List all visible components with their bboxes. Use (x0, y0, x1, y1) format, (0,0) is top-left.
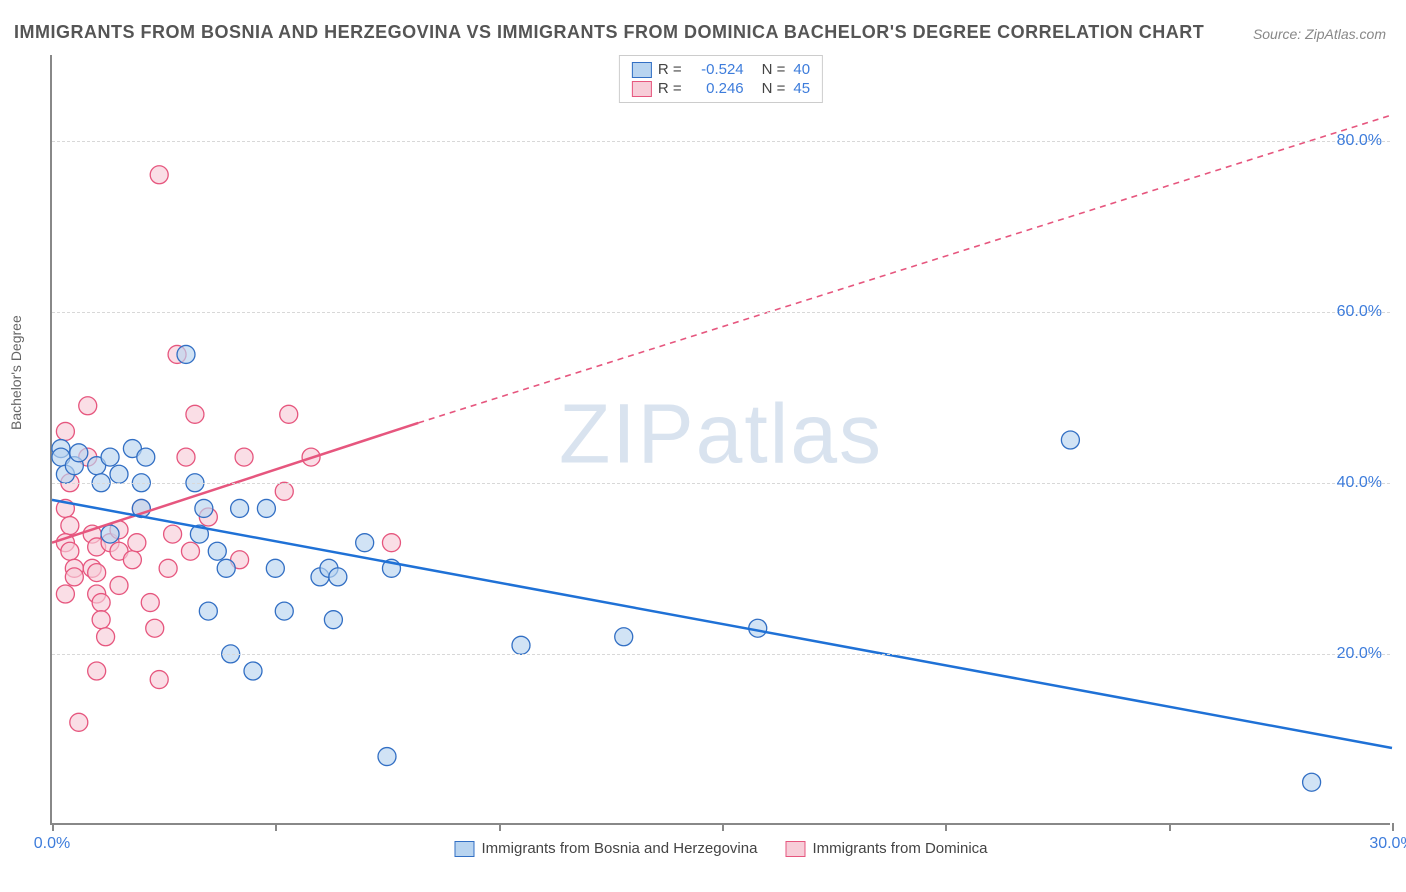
data-point (329, 568, 347, 586)
grid-line (52, 483, 1390, 484)
data-point (159, 559, 177, 577)
x-tick (722, 823, 724, 831)
y-tick-label: 60.0% (1337, 303, 1382, 321)
legend-series-label: Immigrants from Dominica (812, 840, 987, 857)
data-point (378, 748, 396, 766)
data-point (324, 611, 342, 629)
x-tick (275, 823, 277, 831)
data-point (208, 542, 226, 560)
trend-line (52, 500, 1392, 748)
y-tick-label: 20.0% (1337, 645, 1382, 663)
data-point (512, 636, 530, 654)
grid-line (52, 141, 1390, 142)
trend-line (418, 115, 1392, 423)
data-point (275, 482, 293, 500)
data-point (56, 585, 74, 603)
data-point (181, 542, 199, 560)
y-tick-label: 40.0% (1337, 474, 1382, 492)
x-tick-label: 0.0% (34, 835, 70, 853)
data-point (177, 448, 195, 466)
data-point (110, 465, 128, 483)
data-point (257, 499, 275, 517)
data-point (92, 611, 110, 629)
data-point (280, 405, 298, 423)
data-point (70, 713, 88, 731)
data-point (356, 534, 374, 552)
legend-series: Immigrants from Bosnia and Herzegovina Im… (454, 840, 987, 857)
data-point (235, 448, 253, 466)
x-tick (1392, 823, 1394, 831)
data-point (199, 602, 217, 620)
y-tick-label: 80.0% (1337, 132, 1382, 150)
plot-svg (52, 55, 1390, 823)
data-point (177, 345, 195, 363)
data-point (123, 551, 141, 569)
grid-line (52, 312, 1390, 313)
chart-plot-area: ZIPatlas R =-0.524N =40R =0.246N =45 Imm… (50, 55, 1390, 825)
legend-series-item: Immigrants from Bosnia and Herzegovina (454, 840, 757, 857)
data-point (65, 568, 83, 586)
data-point (61, 517, 79, 535)
data-point (1303, 773, 1321, 791)
data-point (137, 448, 155, 466)
data-point (615, 628, 633, 646)
data-point (382, 534, 400, 552)
data-point (150, 671, 168, 689)
data-point (88, 564, 106, 582)
x-tick (499, 823, 501, 831)
data-point (275, 602, 293, 620)
source-label: Source: ZipAtlas.com (1253, 26, 1386, 42)
data-point (141, 594, 159, 612)
data-point (186, 405, 204, 423)
y-axis-label: Bachelor's Degree (8, 315, 24, 430)
data-point (61, 542, 79, 560)
data-point (217, 559, 235, 577)
x-tick-label: 30.0% (1369, 835, 1406, 853)
grid-line (52, 654, 1390, 655)
data-point (266, 559, 284, 577)
data-point (97, 628, 115, 646)
x-tick (1169, 823, 1171, 831)
data-point (79, 397, 97, 415)
data-point (231, 499, 249, 517)
legend-swatch (454, 841, 474, 857)
data-point (128, 534, 146, 552)
legend-swatch (785, 841, 805, 857)
data-point (56, 422, 74, 440)
data-point (1061, 431, 1079, 449)
data-point (101, 448, 119, 466)
data-point (101, 525, 119, 543)
data-point (244, 662, 262, 680)
legend-series-label: Immigrants from Bosnia and Herzegovina (481, 840, 757, 857)
data-point (88, 662, 106, 680)
x-tick (945, 823, 947, 831)
legend-series-item: Immigrants from Dominica (785, 840, 987, 857)
data-point (146, 619, 164, 637)
data-point (164, 525, 182, 543)
x-tick (52, 823, 54, 831)
chart-title: IMMIGRANTS FROM BOSNIA AND HERZEGOVINA V… (14, 22, 1204, 43)
data-point (92, 594, 110, 612)
data-point (70, 444, 88, 462)
data-point (195, 499, 213, 517)
data-point (150, 166, 168, 184)
data-point (110, 576, 128, 594)
